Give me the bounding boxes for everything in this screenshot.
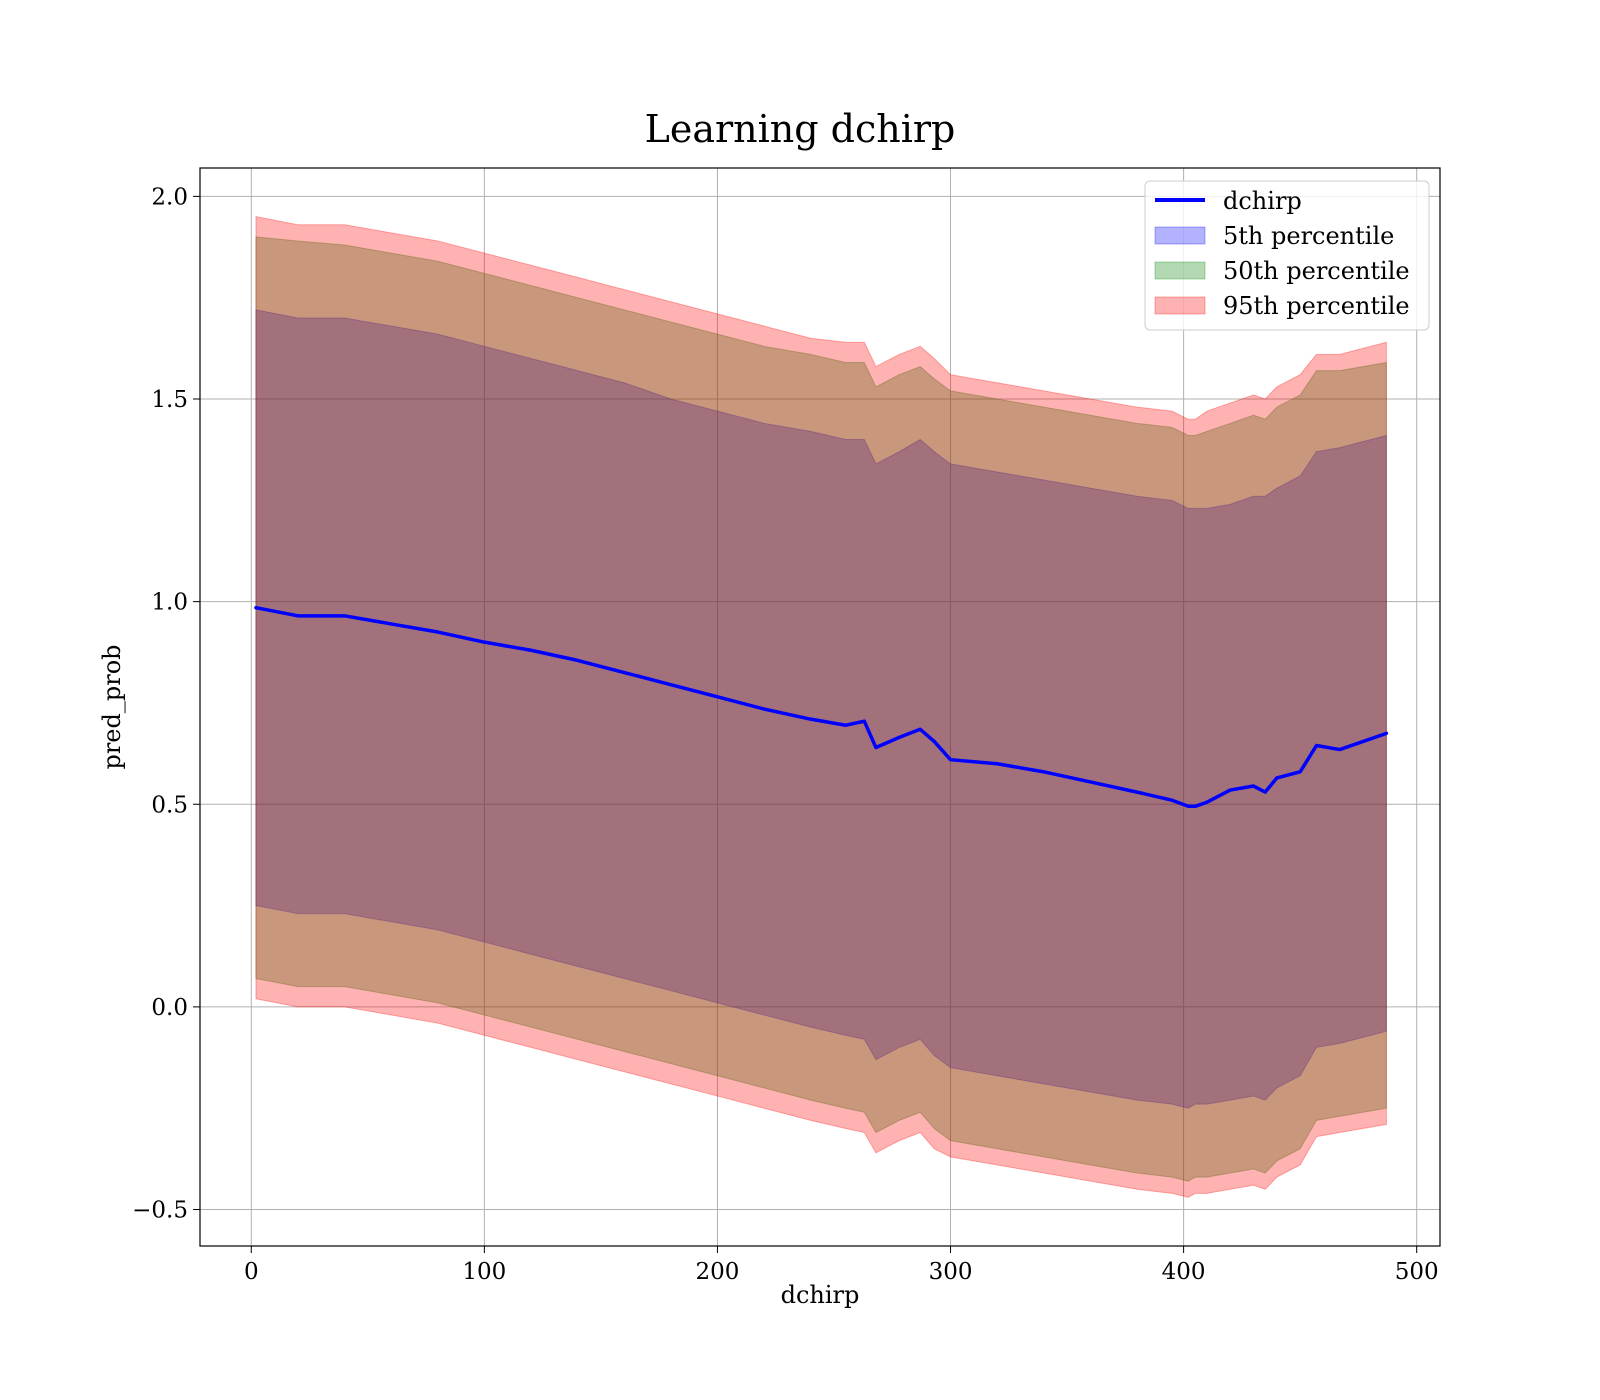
y-axis-label: pred_prob [98, 644, 126, 769]
x-tick-label: 200 [695, 1259, 739, 1285]
x-tick-label: 300 [929, 1259, 973, 1285]
y-tick-label: 0.5 [151, 792, 188, 818]
x-tick-label: 100 [462, 1259, 506, 1285]
x-axis-label: dchirp [781, 1281, 860, 1309]
legend-label-dchirp: dchirp [1223, 187, 1302, 215]
chart-title: Learning dchirp [645, 107, 956, 151]
y-tick-label: −0.5 [132, 1198, 188, 1224]
legend: dchirp 5th percentile 50th percentile 95… [1144, 180, 1430, 331]
y-tick-label: 0.0 [151, 995, 188, 1021]
legend-label-50th: 50th percentile [1223, 257, 1410, 285]
x-tick-label: 0 [244, 1259, 259, 1285]
series-lines [254, 605, 1389, 809]
y-tick-label: 1.0 [151, 590, 188, 616]
band-5th-percentile [255, 309, 1387, 1109]
grid [200, 168, 1440, 1246]
band-95th-percentile [255, 216, 1387, 1198]
percentile-bands [255, 216, 1387, 1198]
legend-label-95th: 95th percentile [1223, 292, 1410, 320]
x-tick-label: 400 [1162, 1259, 1206, 1285]
x-tick-label: 500 [1395, 1259, 1439, 1285]
x-axis-ticks: 0 100 200 300 400 500 [244, 1246, 1439, 1285]
series-line-dchirp [254, 605, 1389, 809]
legend-swatch-95th [1154, 296, 1206, 315]
y-tick-label: 1.5 [151, 387, 188, 413]
y-tick-label: 2.0 [151, 184, 188, 210]
legend-swatch-5th [1154, 226, 1206, 245]
band-50th-percentile [255, 236, 1387, 1182]
legend-swatch-50th [1154, 261, 1206, 280]
y-axis-ticks: −0.5 0.0 0.5 1.0 1.5 2.0 [132, 184, 200, 1224]
plot-frame [199, 167, 1441, 1247]
legend-box [1144, 180, 1430, 331]
legend-label-5th: 5th percentile [1223, 222, 1394, 250]
